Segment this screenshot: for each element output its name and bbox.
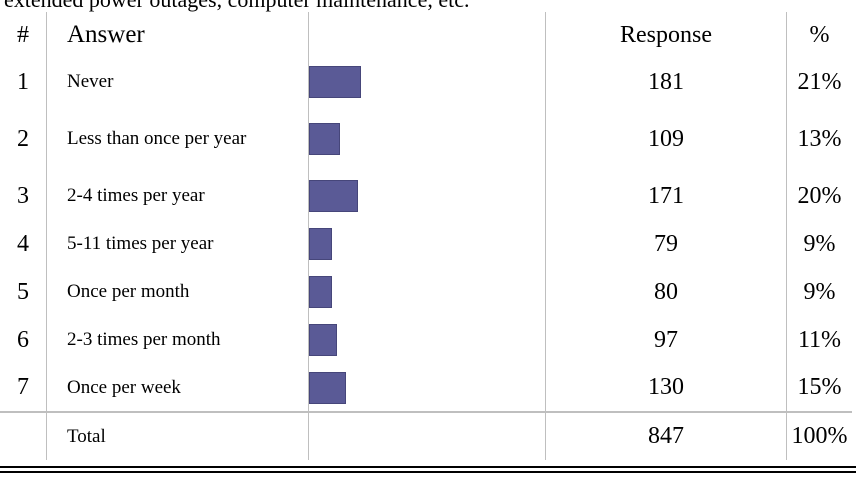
row-percent: 15% <box>797 374 842 400</box>
row-num: 6 <box>0 316 47 364</box>
header-percent: % <box>809 21 830 48</box>
table-total-row: Total 847 100% <box>0 412 852 460</box>
response-bar <box>309 324 337 356</box>
row-bar-cell <box>308 364 546 412</box>
header-num: # <box>0 12 47 58</box>
row-bar-cell <box>308 106 546 172</box>
table-row: 1 Never 181 21% <box>0 58 852 106</box>
total-label: Total <box>46 412 309 460</box>
row-response: 130 <box>545 364 787 412</box>
row-percent: 9% <box>803 278 836 305</box>
table-row: 5 Once per month 80 9% <box>0 268 852 316</box>
bottom-rule-double <box>0 471 856 473</box>
row-num: 1 <box>0 58 47 106</box>
total-bar-cell <box>308 412 546 460</box>
row-response: 80 <box>545 268 787 316</box>
row-num: 5 <box>0 268 47 316</box>
header-bar <box>308 12 546 58</box>
row-bar-cell <box>308 316 546 364</box>
response-bar <box>309 180 358 212</box>
response-bar <box>309 66 361 98</box>
row-percent: 9% <box>803 230 836 257</box>
row-percent: 13% <box>797 125 842 152</box>
table-row: 6 2-3 times per month 97 11% <box>0 316 852 364</box>
row-num: 4 <box>0 220 47 268</box>
row-answer: Less than once per year <box>46 106 309 172</box>
row-num: 3 <box>0 172 47 220</box>
response-bar <box>309 123 340 155</box>
row-num: 2 <box>0 106 47 172</box>
row-bar-cell <box>308 172 546 220</box>
row-percent: 21% <box>797 68 842 95</box>
response-bar <box>309 228 332 260</box>
table-row: 7 Once per week 130 15% <box>0 364 852 412</box>
row-bar-cell <box>308 58 546 106</box>
table-row: 2 Less than once per year 109 13% <box>0 106 852 172</box>
row-response: 97 <box>545 316 787 364</box>
row-response: 171 <box>545 172 787 220</box>
caption-text: extended power outages, computer mainten… <box>4 0 469 12</box>
header-response: Response <box>545 12 787 58</box>
total-percent: 100% <box>791 423 848 449</box>
row-answer: 5-11 times per year <box>46 220 309 268</box>
survey-results-table: # Answer Response % 1 Never 181 21% 2 Le… <box>0 12 852 460</box>
table-header-row: # Answer Response % <box>0 12 852 58</box>
row-answer: 2-4 times per year <box>46 172 309 220</box>
row-answer: Once per week <box>46 364 309 412</box>
row-bar-cell <box>308 268 546 316</box>
row-response: 79 <box>545 220 787 268</box>
row-num: 7 <box>0 364 47 412</box>
bottom-rule <box>0 466 856 468</box>
row-percent: 11% <box>797 326 842 353</box>
row-answer: Once per month <box>46 268 309 316</box>
row-percent: 20% <box>797 182 842 209</box>
row-bar-cell <box>308 220 546 268</box>
response-bar <box>309 371 346 404</box>
header-answer: Answer <box>46 12 309 58</box>
row-answer: Never <box>46 58 309 106</box>
total-response: 847 <box>545 412 787 460</box>
response-bar <box>309 276 332 308</box>
table-row: 3 2-4 times per year 171 20% <box>0 172 852 220</box>
table-row: 4 5-11 times per year 79 9% <box>0 220 852 268</box>
row-response: 109 <box>545 106 787 172</box>
total-num <box>0 412 47 460</box>
row-answer: 2-3 times per month <box>46 316 309 364</box>
row-response: 181 <box>545 58 787 106</box>
